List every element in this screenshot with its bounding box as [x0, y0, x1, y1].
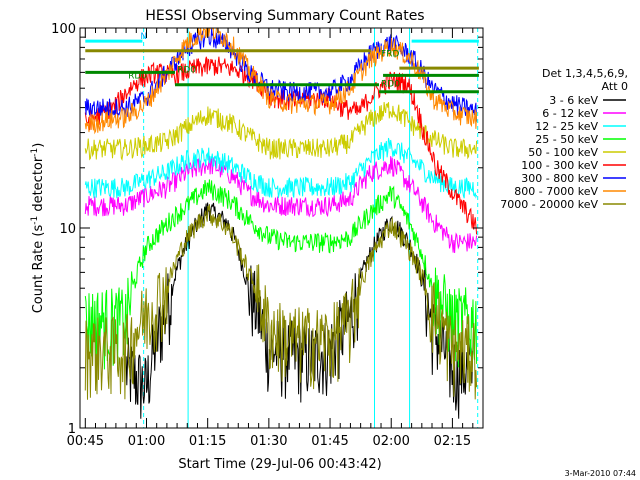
legend-label-8: 7000 - 20000 keV [500, 198, 598, 211]
legend-label-3: 25 - 50 keV [535, 133, 598, 146]
series-line-300-800-kev [84, 28, 478, 122]
legend-label-6: 300 - 800 keV [521, 172, 598, 185]
legend-header-line2: Att 0 [602, 80, 628, 93]
annotation-1: RD0 [177, 65, 196, 75]
y-axis-label-sup1: -1 [30, 216, 40, 225]
legend-label-0: 3 - 6 keV [549, 94, 598, 107]
chart-title: HESSI Observing Summary Count Rates [145, 8, 424, 24]
x-axis: 00:45 01:00 01:15 01:30 01:45 02:00 02:15 [67, 28, 474, 449]
legend-header-line1: Det 1,3,4,5,6,9, [542, 67, 628, 80]
series-line-800-7000-kev [84, 28, 478, 135]
x-tick-label-2: 01:15 [189, 434, 226, 449]
legend-label-5: 100 - 300 keV [521, 159, 598, 172]
timestamp: 3-Mar-2010 07:44 [565, 469, 636, 478]
y-axis: 1 10 100 [51, 22, 483, 437]
annotation-3: FRD [381, 50, 399, 60]
x-tick-label-0: 00:45 [67, 434, 104, 449]
x-tick-label-4: 01:45 [311, 434, 348, 449]
annotation-4: RD0 [381, 79, 400, 89]
x-tick-label-1: 01:00 [128, 434, 165, 449]
y-tick-label-0: 1 [68, 422, 76, 437]
series-line-12-25-kev [84, 137, 478, 199]
y-axis-label-part1: Count Rate (s [31, 225, 46, 314]
plot-data-layer: N RD0 RD0 FRD RD0 [84, 28, 479, 428]
y-axis-label-sup2: -1 [30, 148, 40, 157]
y-axis-label: Count Rate (s-1 detector-1) [30, 143, 46, 314]
annotation-0: N [140, 32, 147, 42]
series-line-7000-20000-kev [84, 204, 478, 400]
x-tick-label-5: 02:00 [372, 434, 409, 449]
y-tick-label-2: 100 [51, 22, 76, 37]
series-line-50-100-kev [84, 102, 478, 161]
annotation-2: RD0 [128, 71, 147, 81]
y-axis-label-part3: ) [31, 143, 46, 148]
y-tick-label-1: 10 [59, 222, 76, 237]
legend-label-4: 50 - 100 keV [528, 146, 598, 159]
legend-label-1: 6 - 12 keV [542, 107, 598, 120]
x-tick-label-6: 02:15 [434, 434, 471, 449]
y-axis-label-part2: detector [31, 156, 46, 216]
legend-label-7: 800 - 7000 keV [514, 185, 598, 198]
series-line-25-50-kev [84, 179, 478, 370]
x-axis-label: Start Time (29-Jul-06 00:43:42) [178, 457, 381, 472]
series-line-100-300-kev [84, 56, 478, 235]
x-tick-label-3: 01:30 [250, 434, 287, 449]
legend-label-2: 12 - 25 keV [535, 120, 598, 133]
series-line-6-12-kev [84, 155, 478, 254]
